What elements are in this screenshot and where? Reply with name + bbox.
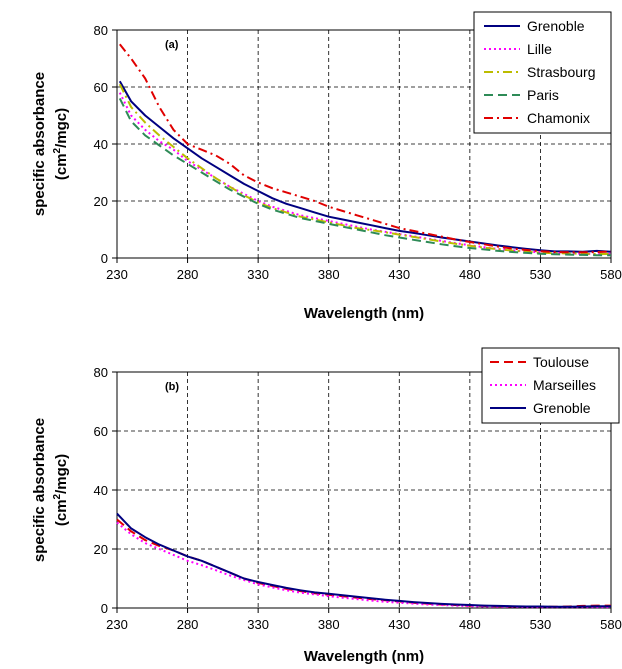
x-tick-label: 380 — [318, 267, 340, 282]
y-tick-label: 0 — [101, 601, 108, 616]
series-line-paris — [118, 97, 611, 257]
y-axis-title-line1: specific absorbance — [31, 72, 48, 216]
x-tick-label: 330 — [247, 267, 269, 282]
x-tick-label: 530 — [530, 267, 552, 282]
series-line-grenoble — [116, 512, 611, 608]
y-tick-label: 80 — [94, 23, 108, 38]
legend-label-grenoble: Grenoble — [527, 18, 585, 34]
y-tick-label: 80 — [94, 365, 108, 380]
series-line-strasbourg — [118, 83, 611, 255]
chart-panel-1: 230 280 330 380 430 480 530 580 0 20 40 60 80 (b) Wave… — [31, 347, 622, 665]
y-tick-label: 0 — [101, 251, 108, 266]
legend-box — [473, 11, 612, 134]
y-axis-title: specific absorbance (cm2/mgc) — [31, 72, 70, 216]
x-tick-label: 530 — [530, 617, 552, 632]
panel-label: (b) — [165, 381, 179, 393]
series-line-chamonix — [119, 43, 612, 254]
x-axis-title: Wavelength (nm) — [304, 648, 424, 665]
x-tick-label: 230 — [106, 267, 128, 282]
legend-label-marseilles: Marseilles — [533, 377, 596, 393]
x-tick-label: 330 — [247, 617, 269, 632]
y-tick-label: 60 — [94, 80, 108, 95]
legend-label-strasbourg: Strasbourg — [527, 64, 595, 80]
x-tick-label: 430 — [388, 617, 410, 632]
y-axis-title-line2: (cm2/mgc) — [52, 454, 70, 526]
legend-label-toulouse: Toulouse — [533, 354, 589, 370]
y-tick-label: 40 — [94, 483, 108, 498]
x-tick-label: 380 — [318, 617, 340, 632]
x-tick-label: 280 — [177, 267, 199, 282]
y-axis-title-line1: specific absorbance — [31, 418, 48, 562]
x-tick-label: 580 — [600, 617, 622, 632]
x-tick-label: 480 — [459, 267, 481, 282]
y-tick-label: 20 — [94, 194, 108, 209]
series-line-grenoble — [118, 80, 612, 253]
x-tick-label: 430 — [388, 267, 410, 282]
legend-label-grenoble: Grenoble — [533, 400, 591, 416]
x-tick-label: 230 — [106, 617, 128, 632]
chart-panel-0: 230 280 330 380 430 480 530 580 0 20 40 60 80 (a) Wave… — [31, 11, 622, 322]
x-tick-label: 280 — [177, 617, 199, 632]
x-tick-label: 580 — [600, 267, 622, 282]
y-axis-title: specific absorbance (cm2/mgc) — [31, 418, 70, 562]
legend: Grenoble Lille Strasbourg Paris Chamonix — [473, 11, 612, 134]
legend-label-lille: Lille — [527, 41, 552, 57]
y-axis-title-line2: (cm2/mgc) — [52, 108, 70, 180]
legend-label-paris: Paris — [527, 87, 559, 103]
y-tick-label: 40 — [94, 137, 108, 152]
x-tick-label: 480 — [459, 617, 481, 632]
legend: Toulouse Marseilles Grenoble — [481, 347, 620, 424]
legend-label-chamonix: Chamonix — [527, 110, 590, 126]
legend-box — [481, 347, 620, 424]
panel-label: (a) — [165, 39, 179, 51]
x-axis-title: Wavelength (nm) — [304, 305, 424, 322]
y-tick-label: 20 — [94, 542, 108, 557]
y-tick-label: 60 — [94, 424, 108, 439]
